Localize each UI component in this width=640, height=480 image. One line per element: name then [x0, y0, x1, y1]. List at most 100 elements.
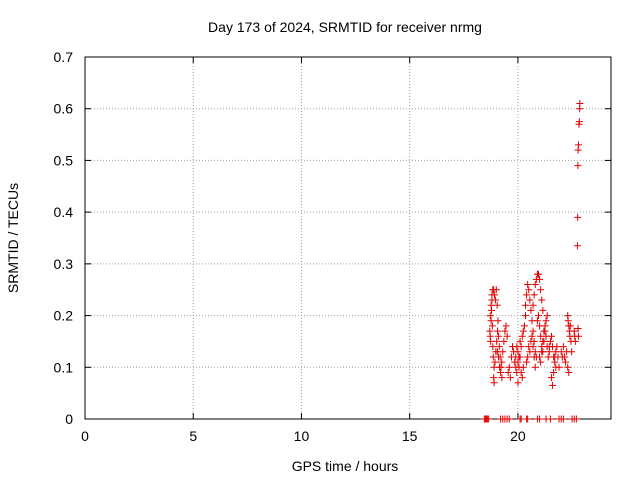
data-point [543, 312, 551, 320]
data-point [501, 327, 509, 335]
data-point [516, 337, 524, 345]
data-point [529, 343, 537, 351]
x-tick-label: 15 [402, 428, 418, 444]
data-point [562, 358, 570, 366]
data-point [505, 415, 513, 423]
data-point [552, 363, 560, 371]
data-point [503, 332, 511, 340]
data-point [500, 337, 508, 345]
data-point [541, 322, 549, 330]
data-point [518, 374, 526, 382]
data-point [524, 281, 532, 289]
data-point [489, 343, 497, 351]
y-axis-label: SRMTID / TECUs [5, 183, 21, 293]
data-point [491, 358, 499, 366]
data-point [574, 325, 582, 332]
data-point [539, 337, 547, 345]
data-point [495, 343, 503, 351]
data-point [518, 332, 526, 340]
data-point [574, 213, 582, 221]
y-tick-label: 0.3 [54, 256, 74, 272]
data-point [502, 322, 510, 330]
data-point [514, 379, 522, 387]
data-point [574, 162, 582, 170]
x-tick-label: 10 [294, 428, 310, 444]
data-point [547, 332, 555, 340]
data-point [546, 415, 554, 423]
data-point [534, 312, 542, 320]
plot-border [84, 56, 612, 420]
data-point [536, 353, 544, 361]
data-point [529, 327, 537, 335]
data-point [529, 301, 537, 309]
x-axis-label: GPS time / hours [292, 458, 399, 474]
data-point [505, 363, 513, 371]
data-point [525, 286, 533, 294]
data-point [538, 348, 546, 356]
data-point [494, 327, 502, 335]
grid-lines [85, 57, 611, 419]
data-point [571, 337, 579, 345]
data-point [517, 343, 525, 351]
x-tick-label: 20 [510, 428, 526, 444]
data-point [542, 317, 550, 325]
data-point [564, 363, 572, 371]
data-points [480, 100, 584, 423]
y-tick-label: 0.4 [54, 204, 74, 220]
data-point [560, 353, 568, 361]
data-point [534, 270, 542, 278]
data-point [498, 358, 506, 366]
data-point [521, 312, 529, 320]
data-point [520, 322, 528, 330]
y-tick-label: 0.5 [54, 152, 74, 168]
data-point [487, 301, 495, 309]
data-point [523, 358, 531, 366]
data-point [486, 312, 494, 320]
data-point [549, 381, 557, 389]
tick-labels: 0 5 10 15 20 0 0.1 0.2 0.3 0.4 0.5 0.6 0.7 [54, 49, 526, 444]
data-point [517, 368, 525, 376]
x-tick-label: 5 [189, 428, 197, 444]
data-point [539, 306, 547, 314]
data-point [575, 141, 583, 149]
data-point [553, 343, 561, 351]
data-point [488, 322, 496, 330]
data-point [526, 348, 534, 356]
data-point [487, 337, 495, 345]
data-point [519, 327, 527, 335]
data-point [497, 368, 505, 376]
y-tick-label: 0 [65, 411, 73, 427]
chart-title: Day 173 of 2024, SRMTID for receiver nrm… [208, 19, 482, 35]
data-point [504, 368, 512, 376]
y-tick-label: 0.1 [54, 359, 74, 375]
data-point [514, 348, 522, 356]
data-point [493, 337, 501, 345]
data-point [496, 363, 504, 371]
data-point [528, 332, 536, 340]
data-point [565, 368, 573, 376]
data-point [538, 296, 546, 304]
data-point [533, 317, 541, 325]
data-point [536, 275, 544, 283]
y-tick-label: 0.7 [54, 49, 74, 65]
data-point [537, 286, 545, 294]
data-point [499, 348, 507, 356]
y-tick-label: 0.2 [54, 308, 74, 324]
data-point [494, 317, 502, 325]
data-point [559, 415, 567, 423]
data-point [485, 415, 493, 423]
data-point [523, 291, 531, 299]
data-point [494, 332, 502, 340]
data-point [531, 363, 539, 371]
data-point [527, 306, 535, 314]
data-point [519, 363, 527, 371]
data-point [531, 281, 539, 289]
data-point [536, 415, 544, 423]
data-point [527, 337, 535, 345]
x-tick-label: 0 [81, 428, 89, 444]
data-point [521, 301, 529, 309]
data-point [575, 118, 583, 126]
data-point [492, 286, 500, 294]
data-point [568, 348, 576, 356]
